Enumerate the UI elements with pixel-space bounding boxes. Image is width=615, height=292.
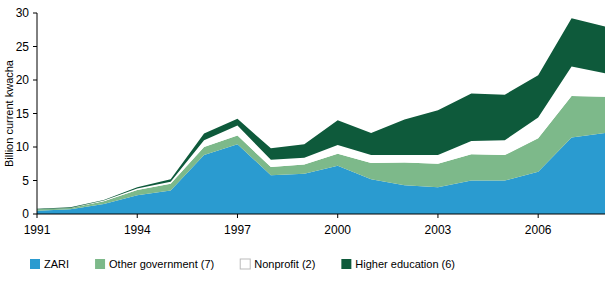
x-tick [237, 214, 238, 218]
x-tick-label: 2000 [324, 223, 351, 237]
x-tick [337, 214, 338, 218]
y-tick-label: 5 [22, 174, 29, 188]
legend-swatch [95, 259, 105, 269]
x-tick-label: 1991 [24, 223, 51, 237]
x-tick-label: 2006 [525, 223, 552, 237]
x-tick-label: 1994 [124, 223, 151, 237]
legend-label: Higher education (6) [355, 258, 455, 270]
y-tick [33, 80, 37, 81]
y-tick-label: 20 [16, 73, 30, 87]
plot-area [37, 18, 605, 214]
legend-label: Nonprofit (2) [254, 258, 315, 270]
y-tick [33, 113, 37, 114]
x-axis [37, 214, 605, 215]
y-tick-label: 0 [22, 207, 29, 221]
x-tick [538, 214, 539, 218]
y-tick-label: 25 [16, 40, 30, 54]
x-tick-label: 1997 [224, 223, 251, 237]
x-tick [137, 214, 138, 218]
y-axis-label: Billion current kwacha [3, 59, 15, 167]
legend-swatch [240, 259, 250, 269]
chart: 0 5 10 15 20 25 30 1991 1994 1997 2000 2003 2006 Bill… [0, 0, 615, 292]
y-tick [33, 147, 37, 148]
legend-swatch [30, 259, 40, 269]
y-tick [33, 46, 37, 47]
legend-label: Other government (7) [109, 258, 214, 270]
y-tick-label: 15 [16, 107, 30, 121]
y-tick [33, 180, 37, 181]
legend-label: ZARI [44, 258, 69, 270]
x-tick [437, 214, 438, 218]
x-tick [37, 214, 38, 218]
y-tick-label: 10 [16, 140, 30, 154]
x-tick-label: 2003 [425, 223, 452, 237]
y-tick-label: 30 [16, 6, 30, 20]
y-tick [33, 214, 37, 215]
area-3 [37, 18, 605, 209]
legend-swatch [341, 259, 351, 269]
y-tick [33, 13, 37, 14]
